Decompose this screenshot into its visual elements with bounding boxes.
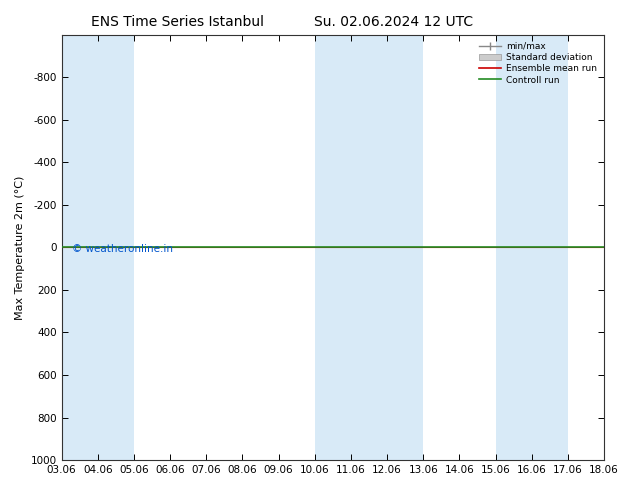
Text: Su. 02.06.2024 12 UTC: Su. 02.06.2024 12 UTC — [314, 15, 472, 29]
Bar — [314, 35, 424, 460]
Legend: min/max, Standard deviation, Ensemble mean run, Controll run: min/max, Standard deviation, Ensemble me… — [476, 39, 600, 87]
Y-axis label: Max Temperature 2m (°C): Max Temperature 2m (°C) — [15, 175, 25, 319]
Bar — [61, 35, 134, 460]
Text: ENS Time Series Istanbul: ENS Time Series Istanbul — [91, 15, 264, 29]
Text: © weatheronline.in: © weatheronline.in — [72, 244, 173, 254]
Bar — [496, 35, 568, 460]
